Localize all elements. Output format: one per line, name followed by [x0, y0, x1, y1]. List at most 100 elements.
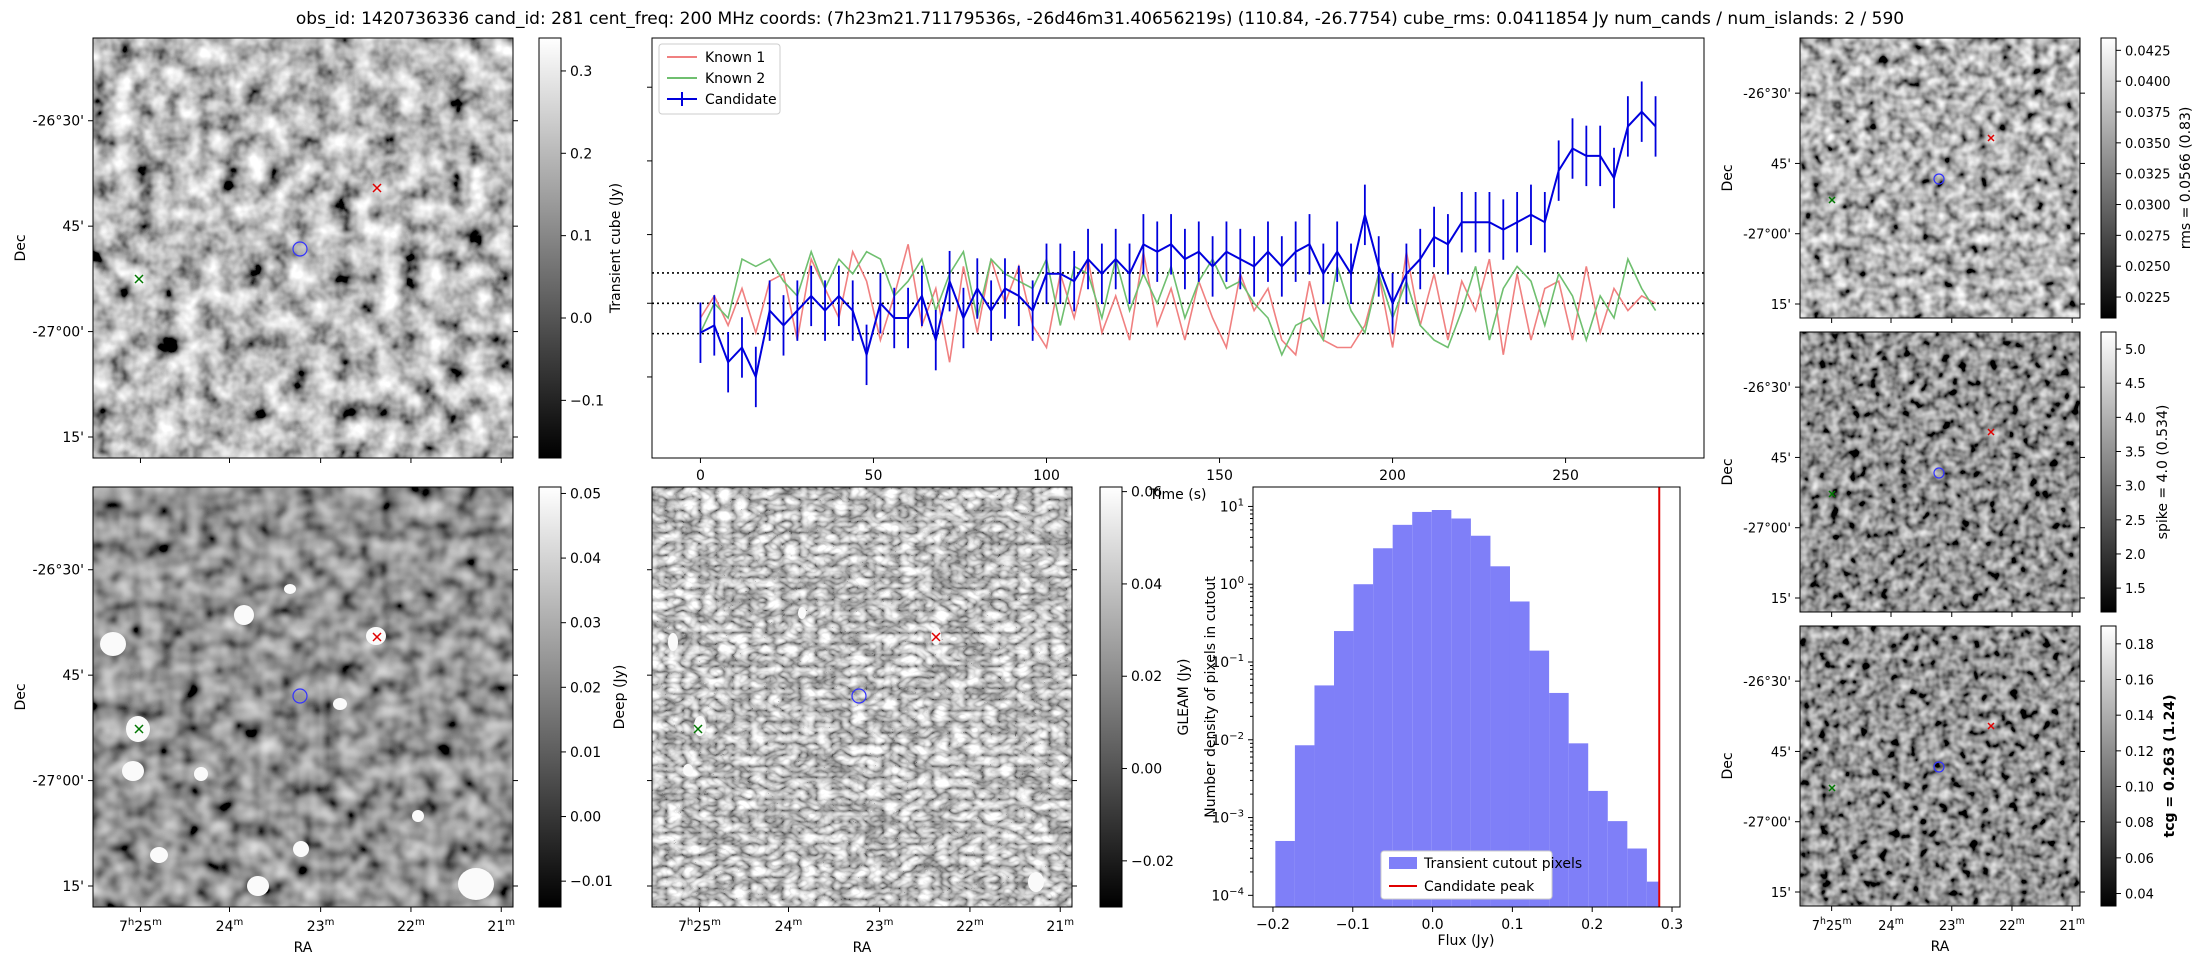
candidate-marker	[1933, 761, 1945, 773]
known-source-2-marker	[134, 724, 144, 734]
colorbar-tick-label: 5.0	[2125, 343, 2146, 358]
colorbar-frame	[2100, 331, 2117, 613]
x-tick-label: 50	[865, 468, 883, 484]
histogram-bar	[1392, 524, 1413, 907]
tcg-cutout: -26°30' 45' -27°00' 15' Dec 7h25m 24m 23m 22m 21m…	[1720, 625, 2085, 955]
x-tick-label: 250	[1552, 468, 1579, 484]
colorbar-tick-label: 0.05	[570, 486, 601, 502]
ra-tick-label: 22m	[1999, 916, 2025, 934]
colorbar-tick-label: 0.0275	[2125, 229, 2171, 244]
histogram-bar	[1294, 745, 1315, 907]
colorbar-label: Transient cube (Jy)	[608, 183, 624, 314]
gleam-cutout: 7h25m 24m 23m 22m 21m RA	[647, 486, 1077, 956]
colorbar-tick-label: −0.01	[570, 874, 613, 890]
colorbar-tick-label: 0.0250	[2125, 260, 2171, 275]
colorbar-tick-label: 2.5	[2125, 514, 2146, 529]
rms-colorbar: 0.0225 0.0250 0.0275 0.0300 0.0325 0.0350 0.03…	[2100, 37, 2194, 319]
ra-axis-label: RA	[853, 940, 872, 956]
deep-colorbar: −0.01 0.00 0.01 0.02 0.03 0.04 0.05 Deep (Jy)	[538, 486, 628, 908]
dec-tick-label: -26°30'	[32, 114, 84, 130]
colorbar-tick-label: 0.0325	[2125, 168, 2171, 183]
colorbar-tick-label: 3.0	[2125, 480, 2146, 495]
dec-tick-label: -26°30'	[1743, 87, 1791, 102]
dec-tick-label: -26°30'	[1743, 381, 1791, 396]
deep-image-cutout: -26°30' 45' -27°00' 15' Dec 7h25m 24m 23m 22m 21m…	[13, 486, 518, 956]
colorbar-tick-label: 0.0	[570, 311, 592, 327]
candidate-marker	[1933, 173, 1945, 185]
ra-tick-label: 22m	[956, 917, 984, 935]
x-tick-label: −0.1	[1336, 917, 1370, 933]
legend-entry: Candidate peak	[1424, 879, 1535, 895]
dec-tick-label: 15'	[1771, 298, 1791, 313]
known-source-2-marker	[1828, 784, 1836, 792]
histogram-bar	[1412, 511, 1432, 907]
ra-tick-label: 7h25m	[678, 917, 721, 935]
colorbar-tick-label: 0.04	[1131, 577, 1162, 593]
histogram-bar	[1588, 790, 1608, 907]
histogram-bar	[1334, 631, 1354, 907]
colorbar-tick-label: 0.00	[570, 810, 601, 826]
dec-tick-label: -27°00'	[1743, 228, 1791, 243]
histogram-legend: Transient cutout pixels Candidate peak	[1380, 850, 1582, 900]
histogram-bar	[1314, 685, 1335, 907]
dec-tick-label: 45'	[1771, 745, 1791, 760]
x-tick-label: 0	[696, 468, 705, 484]
colorbar-tick-label: 0.08	[2125, 816, 2154, 831]
colorbar-tick-label: 0.04	[570, 551, 601, 567]
colorbar-tick-label: 0.06	[2125, 852, 2154, 867]
legend-entry: Candidate	[705, 92, 777, 108]
colorbar-frame	[2100, 37, 2117, 319]
dec-tick-label: -27°00'	[1743, 816, 1791, 831]
candidate-marker	[292, 241, 308, 257]
colorbar-tick-label: 4.5	[2125, 377, 2146, 392]
colorbar-label: rms = 0.0566 (0.83)	[2178, 107, 2194, 250]
dec-tick-label: 15'	[1771, 886, 1791, 901]
ra-tick-label: 21m	[2059, 916, 2085, 934]
colorbar-tick-label: 1.5	[2125, 582, 2146, 597]
known-source-1-marker	[1987, 134, 1995, 142]
histogram-bar	[1451, 518, 1471, 907]
dec-tick-label: 45'	[1771, 451, 1791, 466]
histogram-bar	[1470, 535, 1491, 907]
histogram-bar	[1607, 821, 1628, 907]
legend-entry: Transient cutout pixels	[1423, 856, 1582, 872]
known-source-1-marker	[1987, 428, 1995, 436]
legend-swatch	[1389, 857, 1417, 869]
x-tick-label: 0.2	[1581, 917, 1603, 933]
ra-tick-label: 23m	[1939, 916, 1965, 934]
series-line	[699, 249, 1657, 357]
candidate-marker	[851, 688, 867, 704]
series-line	[699, 244, 1656, 363]
known-source-1-marker	[372, 183, 382, 193]
colorbar-tick-label: 0.03	[570, 616, 601, 632]
colorbar-frame	[538, 486, 562, 908]
colorbar-tick-label: 0.00	[1131, 762, 1162, 778]
y-tick-label: 101	[1220, 497, 1244, 515]
x-tick-label: 150	[1206, 468, 1233, 484]
candidate-marker	[292, 688, 308, 704]
colorbar-gradient	[539, 38, 561, 458]
x-tick-label: 200	[1379, 468, 1406, 484]
known-source-2-marker	[1828, 490, 1836, 498]
dec-tick-label: -27°00'	[32, 325, 84, 341]
colorbar-tick-label: 0.16	[2125, 674, 2154, 689]
histogram-bar	[1275, 840, 1295, 907]
dec-tick-label: 15'	[62, 879, 84, 895]
colorbar-tick-label: 0.02	[1131, 669, 1162, 685]
y-tick-label: 10−4	[1211, 886, 1244, 904]
dec-tick-label: 45'	[1771, 157, 1791, 172]
histogram-bar	[1568, 743, 1589, 907]
colorbar-gradient	[2101, 626, 2116, 906]
ra-tick-label: 23m	[307, 917, 335, 935]
dec-axis-label: Dec	[13, 683, 29, 710]
colorbar-tick-label: 0.0350	[2125, 137, 2171, 152]
image-frame	[651, 486, 1073, 908]
ra-tick-label: 24m	[1878, 916, 1904, 934]
x-tick-label: 100	[1033, 468, 1060, 484]
colorbar-tick-label: 0.3	[570, 64, 592, 80]
histogram-bar	[1431, 510, 1452, 907]
histogram-bar	[1373, 548, 1393, 907]
colorbar-tick-label: 0.06	[1131, 485, 1162, 501]
colorbar-gradient	[2101, 38, 2116, 318]
colorbar-tick-label: 0.14	[2125, 709, 2154, 724]
